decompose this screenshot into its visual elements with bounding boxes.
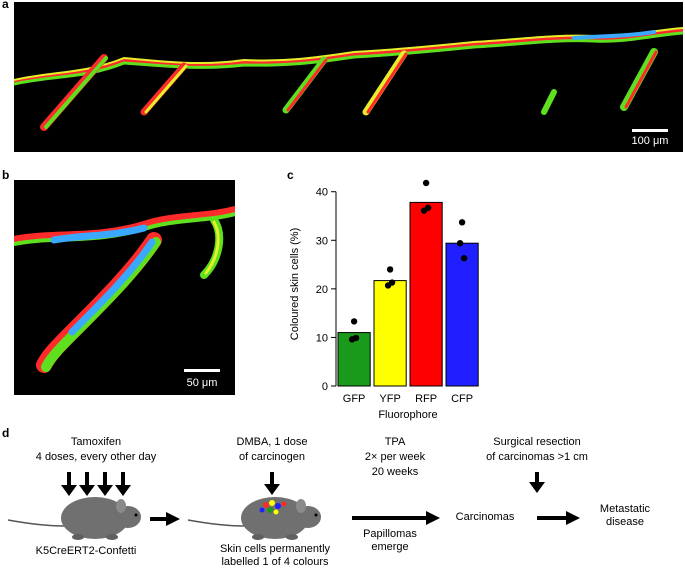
mouse-labelled-icon [187, 497, 321, 540]
tamoxifen-label: Tamoxifen [70, 436, 122, 448]
dmba-label: DMBA, 1 dose [236, 436, 308, 448]
scale-bar-b [184, 369, 220, 372]
x-tick-label: YFP [379, 393, 400, 405]
scale-bar-a [632, 129, 668, 132]
dmba-arrow [264, 472, 280, 495]
tamoxifen-doses-label: 4 doses, every other day [35, 451, 157, 463]
panel-letter-c: c [287, 168, 294, 182]
data-point [350, 318, 358, 325]
tpa-duration-label: 20 weeks [371, 466, 419, 478]
resection-label: Surgical resection [493, 436, 581, 448]
papillomas-label: Papillomas [363, 528, 417, 540]
papillomas-emerge-label: emerge [371, 541, 409, 553]
metastatic-label: Metastatic [599, 503, 651, 515]
chart-axes [331, 191, 337, 387]
y-tick-label: 30 [316, 235, 328, 247]
panel-letter-d: d [2, 426, 10, 440]
x-tick-label: CFP [451, 393, 473, 405]
y-tick-label: 20 [316, 284, 328, 296]
arrow-mouse1-to-mouse2 [150, 512, 180, 526]
tpa-arrow [352, 511, 440, 525]
tpa-frequency-label: 2× per week [364, 451, 426, 463]
y-tick-label: 0 [322, 381, 328, 393]
chart-points [348, 179, 468, 343]
mouse2-label-line2: labelled 1 of 4 colours [221, 556, 329, 568]
y-tick-label: 10 [316, 332, 328, 344]
scale-label-a: 100 μm [631, 135, 669, 147]
data-point [386, 266, 394, 273]
mouse1-label: K5CreERT2-Confetti [35, 545, 137, 557]
data-point [424, 204, 432, 211]
data-point [460, 255, 468, 262]
micrograph-panel-b: 50 μm [14, 180, 235, 395]
metastasis-arrow [537, 511, 580, 525]
bar-cfp [445, 242, 479, 387]
micrograph-panel-a: 100 μm [14, 2, 683, 152]
data-point [458, 219, 466, 226]
resection-size-label: of carcinomas >1 cm [486, 451, 588, 463]
data-point [422, 179, 430, 187]
bar-rfp [409, 201, 443, 387]
y-axis-title: Coloured skin cells (%) [289, 228, 301, 340]
panel-letter-a: a [2, 0, 9, 11]
resection-arrow [529, 472, 545, 493]
hair-follicle-image-a [14, 27, 683, 131]
chart-bars [337, 201, 479, 387]
mouse2-label-line1: Skin cells permanently [219, 543, 331, 555]
carcinomas-label: Carcinomas [455, 511, 515, 523]
y-tick-label: 40 [316, 187, 328, 199]
scale-label-b: 50 μm [186, 377, 218, 389]
experiment-diagram [7, 472, 580, 540]
tamoxifen-arrows [61, 472, 131, 496]
panel-letter-b: b [2, 168, 10, 182]
x-tick-label: RFP [415, 393, 437, 405]
mouse-icon [7, 497, 141, 540]
bar-yfp [373, 280, 407, 387]
chart-labels: 0 10 20 30 40 Coloured skin cells (%) GFP YFP RF… [289, 187, 473, 421]
x-tick-label: GFP [343, 393, 366, 405]
data-point [388, 279, 396, 286]
data-point [456, 240, 464, 247]
dmba-dose-label: of carcinogen [238, 451, 306, 463]
data-point [352, 334, 360, 342]
x-axis-title: Fluorophore [378, 409, 437, 421]
bar-chart: 0 10 20 30 40 Coloured skin cells (%) GFP YFP RF… [289, 179, 479, 421]
metastatic-disease-label: disease [606, 516, 644, 528]
hair-follicle-image-b [14, 206, 235, 373]
tpa-label: TPA [384, 436, 406, 448]
